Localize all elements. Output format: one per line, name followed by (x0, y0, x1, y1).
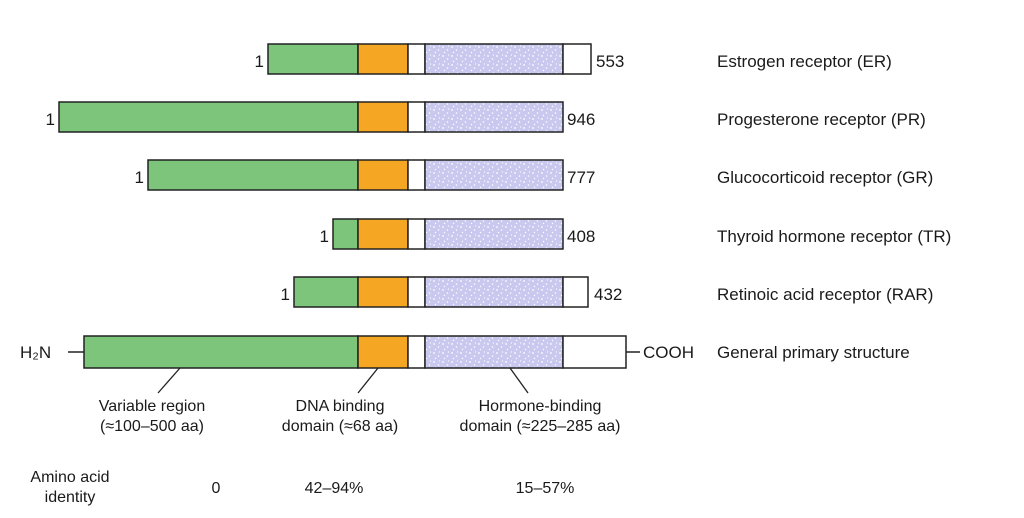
general-dna-segment (357, 335, 409, 369)
identity-hormone-value: 15–57% (516, 480, 575, 497)
dna-callout-line (357, 367, 379, 394)
pr-name: Progesterone receptor (PR) (717, 110, 926, 129)
identity-row: Amino acid identity 0 42–94% 15–57% (30, 469, 574, 506)
er-name: Estrogen receptor (ER) (717, 52, 892, 71)
variable-region-size: (≈100–500 aa) (100, 418, 204, 435)
general-structure-name: General primary structure (717, 343, 910, 362)
rar-variable-segment (293, 276, 359, 308)
rar-end-label: 432 (594, 285, 622, 304)
domain-captions: Variable region (≈100–500 aa) DNA bindin… (99, 398, 621, 435)
receptor-row-er: 1 553 Estrogen receptor (ER) (255, 43, 892, 75)
er-start-label: 1 (255, 52, 264, 71)
dna-binding-size: domain (≈68 aa) (282, 418, 398, 435)
receptor-row-rar: 1 432 Retinoic acid receptor (RAR) (281, 276, 933, 308)
rar-hinge-segment (407, 276, 426, 308)
er-hormone-segment (424, 43, 564, 75)
variable-region-caption: Variable region (99, 398, 205, 415)
receptor-row-pr: 1 946 Progesterone receptor (PR) (46, 101, 926, 133)
pr-variable-segment (58, 101, 359, 133)
hormone-binding-size: domain (≈225–285 aa) (460, 418, 621, 435)
gr-hormone-segment (424, 159, 564, 191)
general-hinge-segment (407, 335, 426, 369)
er-end-label: 553 (596, 52, 624, 71)
identity-variable-value: 0 (212, 480, 221, 497)
general-structure-row: H₂N COOH General primary structure (20, 335, 910, 369)
hormone-callout-line (509, 367, 529, 394)
c-terminus-label: COOH (643, 343, 694, 362)
gr-dna-segment (357, 159, 409, 191)
receptor-row-gr: 1 777 Glucocorticoid receptor (GR) (135, 159, 933, 191)
rar-tail-segment (562, 276, 589, 308)
general-tail-segment (562, 335, 627, 369)
general-variable-segment (83, 335, 359, 369)
rar-hormone-segment (424, 276, 564, 308)
pr-hormone-segment (424, 101, 564, 133)
dna-binding-caption: DNA binding (296, 398, 385, 415)
tr-start-label: 1 (320, 227, 329, 246)
receptor-row-tr: 1 408 Thyroid hormone receptor (TR) (320, 218, 951, 250)
gr-end-label: 777 (567, 168, 595, 187)
rar-name: Retinoic acid receptor (RAR) (717, 285, 933, 304)
identity-label-line2: identity (45, 489, 96, 506)
rar-dna-segment (357, 276, 409, 308)
rar-start-label: 1 (281, 285, 290, 304)
tr-hinge-segment (407, 218, 426, 250)
tr-variable-segment (332, 218, 359, 250)
er-dna-segment (357, 43, 409, 75)
tr-name: Thyroid hormone receptor (TR) (717, 227, 951, 246)
general-hormone-segment (424, 335, 564, 369)
identity-label-line1: Amino acid (30, 469, 109, 486)
variable-callout-line (157, 367, 181, 394)
gr-variable-segment (147, 159, 359, 191)
tr-dna-segment (357, 218, 409, 250)
pr-hinge-segment (407, 101, 426, 133)
er-hinge-segment (407, 43, 426, 75)
tr-hormone-segment (424, 218, 564, 250)
identity-dna-value: 42–94% (305, 480, 364, 497)
hormone-binding-caption: Hormone-binding (479, 398, 602, 415)
pr-end-label: 946 (567, 110, 595, 129)
tr-end-label: 408 (567, 227, 595, 246)
n-terminus-label: H₂N (20, 343, 51, 362)
pr-start-label: 1 (46, 110, 55, 129)
er-variable-segment (267, 43, 359, 75)
gr-start-label: 1 (135, 168, 144, 187)
er-tail-segment (562, 43, 592, 75)
pr-dna-segment (357, 101, 409, 133)
gr-hinge-segment (407, 159, 426, 191)
gr-name: Glucocorticoid receptor (GR) (717, 168, 933, 187)
